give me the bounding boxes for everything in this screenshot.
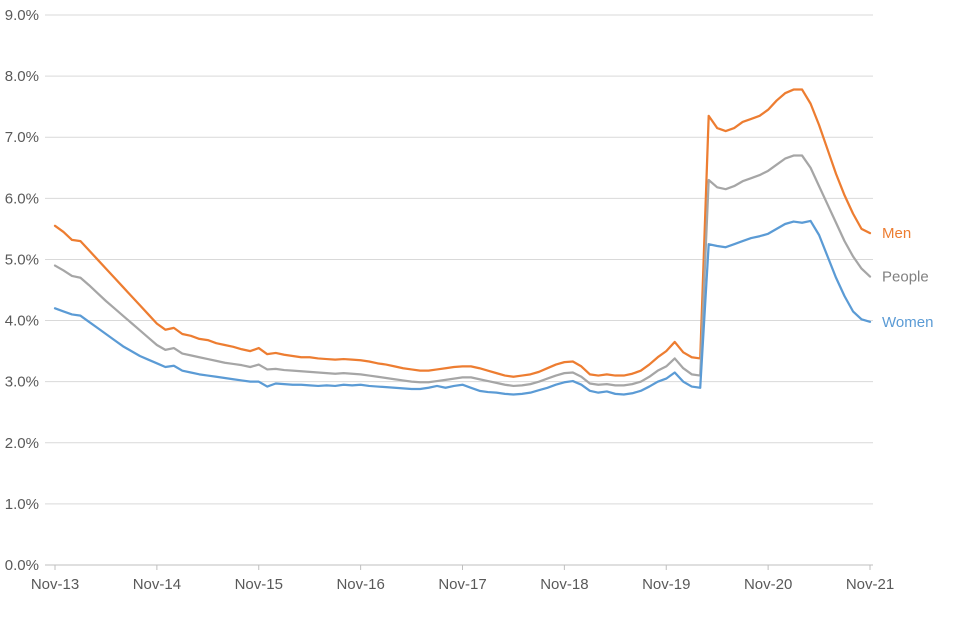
x-axis-tick-label: Nov-18 bbox=[540, 576, 588, 593]
y-axis-tick-label: 6.0% bbox=[5, 190, 39, 207]
series-line-people bbox=[53, 154, 872, 388]
y-axis-tick-label: 0.0% bbox=[5, 557, 39, 574]
x-axis-tick-label: Nov-17 bbox=[438, 576, 486, 593]
y-axis-tick-label: 5.0% bbox=[5, 251, 39, 268]
y-axis-tick-label: 7.0% bbox=[5, 129, 39, 146]
x-axis-tick-label: Nov-20 bbox=[744, 576, 792, 593]
x-axis-tick-label: Nov-14 bbox=[133, 576, 181, 593]
x-axis-tick-label: Nov-13 bbox=[31, 576, 79, 593]
x-axis-tick-label: Nov-21 bbox=[846, 576, 894, 593]
y-axis-tick-label: 2.0% bbox=[5, 435, 39, 452]
y-axis-tick-label: 9.0% bbox=[5, 7, 39, 24]
x-axis-tick-label: Nov-19 bbox=[642, 576, 690, 593]
series-label-men: Men bbox=[882, 225, 911, 242]
y-axis-tick-label: 4.0% bbox=[5, 313, 39, 330]
y-axis-tick-label: 1.0% bbox=[5, 496, 39, 513]
x-axis-tick-label: Nov-16 bbox=[336, 576, 384, 593]
series-label-women: Women bbox=[882, 314, 933, 331]
series-line-men bbox=[53, 88, 872, 378]
series-line-women bbox=[53, 219, 872, 396]
series-label-people: People bbox=[882, 269, 929, 286]
y-axis-tick-label: 3.0% bbox=[5, 374, 39, 391]
y-axis-tick-label: 8.0% bbox=[5, 68, 39, 85]
x-axis-tick-label: Nov-15 bbox=[235, 576, 283, 593]
